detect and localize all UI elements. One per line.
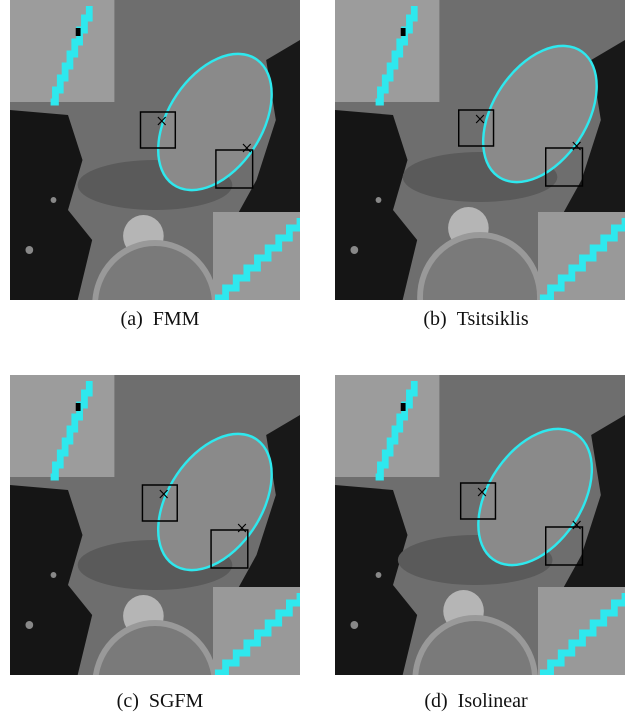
seed-pixel bbox=[401, 28, 406, 36]
page: (a) FMM (b) Tsitsiklis (c) SGFM (d) Isolinea… bbox=[0, 0, 626, 725]
caption-label: (c) bbox=[117, 690, 139, 712]
ct-image bbox=[10, 0, 300, 300]
vessel bbox=[51, 197, 57, 203]
seed-pixel bbox=[76, 403, 81, 411]
caption-label: (d) bbox=[424, 690, 447, 712]
seed-pixel bbox=[76, 28, 81, 36]
caption-label: (b) bbox=[423, 308, 446, 330]
caption-name: Tsitsiklis bbox=[457, 308, 529, 330]
vessel bbox=[25, 246, 33, 254]
ct-image bbox=[335, 0, 625, 300]
caption-name: Isolinear bbox=[458, 690, 528, 712]
ct-image bbox=[10, 375, 300, 675]
caption: (d) Isolinear bbox=[326, 690, 626, 713]
caption-label: (a) bbox=[121, 308, 143, 330]
vessel bbox=[25, 621, 33, 629]
caption-name: SGFM bbox=[149, 690, 203, 712]
seed-pixel bbox=[401, 403, 406, 411]
vessel bbox=[350, 246, 358, 254]
vessel bbox=[350, 621, 358, 629]
vessel bbox=[376, 572, 382, 578]
caption-name: FMM bbox=[153, 308, 200, 330]
vessel bbox=[376, 197, 382, 203]
caption: (a) FMM bbox=[10, 308, 310, 331]
ct-image bbox=[335, 375, 625, 675]
caption: (c) SGFM bbox=[10, 690, 310, 713]
caption: (b) Tsitsiklis bbox=[326, 308, 626, 331]
vessel bbox=[51, 572, 57, 578]
